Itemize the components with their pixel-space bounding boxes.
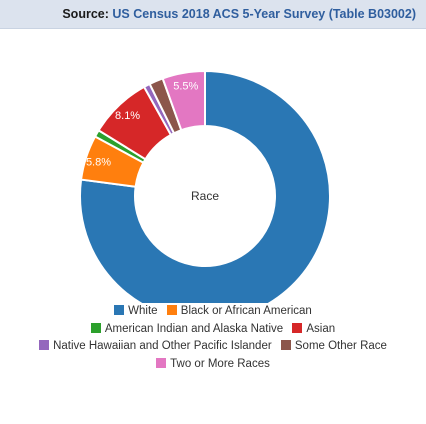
legend-label-white: White xyxy=(128,305,158,317)
slice-two-or-more[interactable] xyxy=(161,69,206,132)
legend-swatch-two-or-more xyxy=(156,357,167,368)
legend-item-white[interactable]: White xyxy=(114,303,158,321)
legend-item-two-or-more[interactable]: Two or More Races xyxy=(156,356,270,374)
legend-row: Native Hawaiian and Other Pacific Island… xyxy=(0,338,426,356)
slice-label-two-or-more: 5.5% xyxy=(173,81,198,93)
legend: White Black or African American American… xyxy=(0,303,426,373)
legend-row: Two or More Races xyxy=(0,356,426,374)
legend-row: White Black or African American xyxy=(0,303,426,321)
legend-label-asian: Asian xyxy=(306,322,336,335)
legend-swatch-pacific-islander xyxy=(39,340,50,350)
slice-white[interactable] xyxy=(79,69,331,303)
slice-label-asian: 8.1% xyxy=(115,110,140,122)
legend-swatch-american-indian xyxy=(90,322,101,333)
source-link[interactable]: US Census 2018 ACS 5-Year Survey (Table … xyxy=(112,7,416,21)
legend-label-two-or-more: Two or More Races xyxy=(170,357,270,370)
legend-item-asian[interactable]: Asian xyxy=(292,321,335,339)
legend-label-pacific-islander: Native Hawaiian and Other Pacific Island… xyxy=(53,340,272,352)
legend-row: American Indian and Alaska Native Asian xyxy=(0,321,426,339)
legend-swatch-white xyxy=(114,305,125,315)
legend-item-some-other-race[interactable]: Some Other Race xyxy=(280,338,387,356)
center-label: Race xyxy=(191,189,219,203)
legend-label-american-indian: American Indian and Alaska Native xyxy=(104,322,284,335)
legend-label-black: Black or African American xyxy=(180,305,312,317)
legend-item-pacific-islander[interactable]: Native Hawaiian and Other Pacific Island… xyxy=(39,338,272,356)
source-bar: Source: US Census 2018 ACS 5-Year Survey… xyxy=(0,0,426,29)
donut-chart: 77.1%5.8%8.1%5.5%Race xyxy=(79,69,331,303)
source-prefix: Source: xyxy=(62,7,109,21)
legend-item-black[interactable]: Black or African American xyxy=(166,303,312,321)
slice-label-black: 5.8% xyxy=(86,156,111,168)
legend-swatch-asian xyxy=(292,322,303,333)
legend-label-some-other-race: Some Other Race xyxy=(294,340,387,352)
legend-swatch-some-other-race xyxy=(280,340,291,350)
legend-swatch-black xyxy=(166,305,177,315)
legend-item-american-indian[interactable]: American Indian and Alaska Native xyxy=(90,321,284,339)
